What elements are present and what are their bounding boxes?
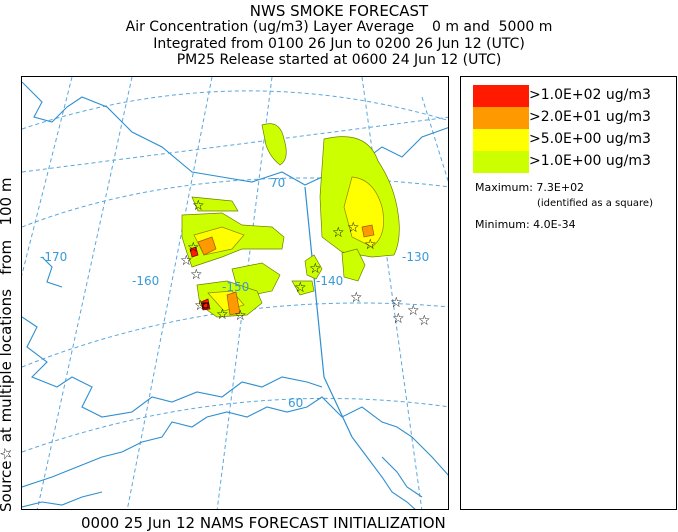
lat-label-60: 60 (288, 396, 303, 410)
legend-maximum-note: (identified as a square) (537, 198, 653, 209)
longitude-line (36, 77, 133, 509)
legend-label-2e1: >2.0E+01 ug/m3 (529, 109, 651, 125)
chart-subtitle-integration: Integrated from 0100 26 Jun to 0200 26 J… (153, 36, 525, 52)
star-icon: ☆ (350, 290, 363, 306)
smoke-plume-hot (226, 291, 241, 316)
arctic-coast (22, 81, 448, 186)
legend-swatch-yellow (473, 129, 529, 151)
star-icon: ☆ (309, 261, 322, 277)
smoke-plume (304, 254, 323, 280)
source-location-label: Source☆ at multiple locations from 100 m (0, 178, 15, 512)
smoke-plume-hot (361, 224, 375, 238)
lon-label-140: -140 (316, 274, 343, 288)
legend-maximum: Maximum: 7.3E+02 (475, 181, 585, 194)
star-icon: ☆ (180, 253, 193, 269)
chart-title: NWS SMOKE FORECAST (249, 2, 429, 20)
star-icon: ☆ (418, 313, 431, 329)
source-stars: ☆ ☆ ☆ ☆ ☆ ☆ ☆ ☆ ☆ ☆ ☆ ☆ ☆ ☆ ☆ ☆ ☆ (180, 198, 431, 329)
latitude-line-65 (22, 302, 448, 368)
legend-minimum: Minimum: 4.0E-34 (475, 218, 576, 231)
map-panel: ☆ ☆ ☆ ☆ ☆ ☆ ☆ ☆ ☆ ☆ ☆ ☆ ☆ ☆ ☆ ☆ ☆ -170 -… (21, 76, 449, 510)
star-icon: ☆ (392, 311, 405, 327)
smoke-map: ☆ ☆ ☆ ☆ ☆ ☆ ☆ ☆ ☆ ☆ ☆ ☆ ☆ ☆ ☆ ☆ ☆ -170 -… (22, 77, 448, 509)
chart-subtitle-concentration: Air Concentration (ug/m3) Layer Average … (125, 19, 553, 35)
chart-subtitle-release: PM25 Release started at 0600 24 Jun 12 (… (176, 52, 502, 68)
star-icon: ☆ (216, 307, 229, 323)
aleutian-coast (22, 491, 103, 508)
smoke-plume-core (343, 176, 384, 248)
star-icon: ☆ (187, 240, 200, 256)
latitude-line-60 (22, 397, 448, 453)
panhandle-coast (351, 436, 416, 509)
smoke-plume (291, 280, 315, 296)
smoke-plume (341, 248, 366, 282)
legend-panel: >1.0E+02 ug/m3 >2.0E+01 ug/m3 >5.0E+00 u… (460, 76, 677, 510)
contour-2e1 (197, 224, 375, 316)
legend-swatch-orange (473, 107, 529, 129)
smoke-plume-hot (197, 236, 217, 256)
south-coast (22, 396, 448, 488)
lon-label-160: -160 (132, 274, 159, 288)
coastline (22, 81, 448, 509)
star-icon: ☆ (190, 267, 203, 283)
star-icon: ☆ (192, 198, 205, 214)
longitude-line (421, 96, 448, 183)
star-icon: ☆ (347, 220, 360, 236)
island-coast (41, 256, 63, 288)
legend-label-5e0: >5.0E+00 ug/m3 (529, 131, 651, 147)
longitude-line (361, 77, 423, 509)
latitude-line-70 (22, 177, 448, 228)
star-icon: ☆ (294, 280, 307, 296)
legend-swatch-green (473, 151, 529, 173)
forecast-initialization-label: 0000 25 Jun 12 NAMS FORECAST INITIALIZAT… (81, 514, 446, 532)
maximum-square-marker (202, 302, 209, 309)
star-icon: ☆ (364, 237, 377, 253)
star-icon: ☆ (407, 303, 420, 319)
star-icon: ☆ (390, 295, 403, 311)
west-coast (22, 316, 323, 418)
smoke-plume (191, 196, 239, 212)
smoke-plume-max (189, 246, 199, 258)
smoke-plume (261, 123, 287, 166)
legend-label-1e2: >1.0E+02 ug/m3 (529, 87, 651, 103)
legend-label-1e0: >1.0E+00 ug/m3 (529, 153, 651, 169)
legend-swatch-red (473, 85, 529, 107)
lon-label-130: -130 (402, 250, 429, 264)
star-icon: ☆ (194, 298, 207, 314)
lat-label-70: 70 (270, 176, 285, 190)
lon-label-150: -150 (222, 280, 249, 294)
star-icon: ☆ (234, 308, 247, 324)
longitude-line (22, 77, 73, 277)
graticule-diagonal (22, 116, 448, 173)
star-icon: ☆ (332, 225, 345, 241)
lon-label-170: -170 (40, 250, 67, 264)
panhandle-coast (381, 456, 423, 498)
latitude-line (22, 90, 448, 130)
